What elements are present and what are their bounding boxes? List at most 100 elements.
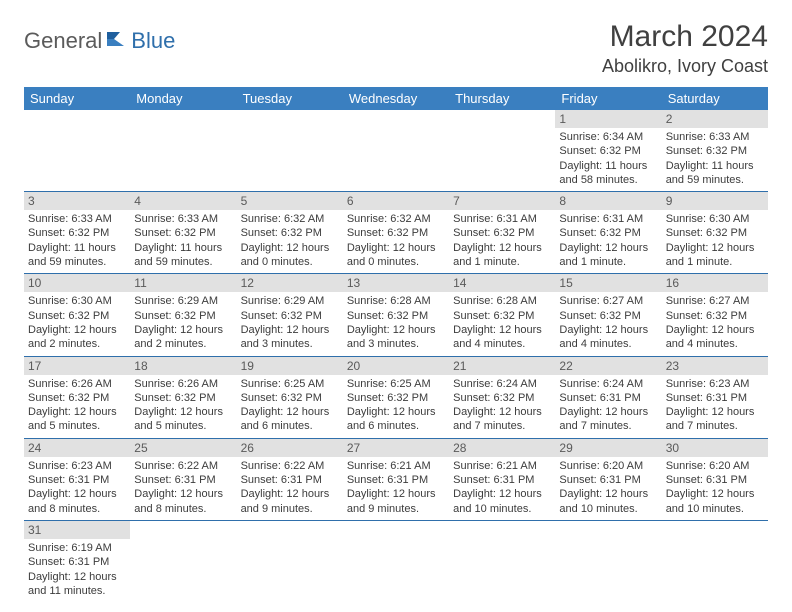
day-cell: 23Sunrise: 6:23 AMSunset: 6:31 PMDayligh… — [662, 356, 768, 438]
sunrise: Sunrise: 6:28 AM — [347, 294, 445, 308]
sunset: Sunset: 6:32 PM — [347, 391, 445, 405]
logo-text-general: General — [24, 28, 102, 54]
sunset: Sunset: 6:32 PM — [453, 226, 551, 240]
day-body: Sunrise: 6:29 AMSunset: 6:32 PMDaylight:… — [237, 292, 343, 355]
sunrise: Sunrise: 6:31 AM — [453, 212, 551, 226]
daylight: Daylight: 11 hours and 59 minutes. — [666, 159, 764, 188]
sunrise: Sunrise: 6:33 AM — [666, 130, 764, 144]
day-cell: 16Sunrise: 6:27 AMSunset: 6:32 PMDayligh… — [662, 274, 768, 356]
day-number: 8 — [555, 192, 661, 210]
day-cell: 6Sunrise: 6:32 AMSunset: 6:32 PMDaylight… — [343, 192, 449, 274]
sunrise: Sunrise: 6:21 AM — [453, 459, 551, 473]
day-body: Sunrise: 6:29 AMSunset: 6:32 PMDaylight:… — [130, 292, 236, 355]
day-cell: 4Sunrise: 6:33 AMSunset: 6:32 PMDaylight… — [130, 192, 236, 274]
day-number: 17 — [24, 357, 130, 375]
daylight: Daylight: 11 hours and 59 minutes. — [134, 241, 232, 270]
day-body: Sunrise: 6:30 AMSunset: 6:32 PMDaylight:… — [24, 292, 130, 355]
day-number: 13 — [343, 274, 449, 292]
day-number: 3 — [24, 192, 130, 210]
day-number: 12 — [237, 274, 343, 292]
daylight: Daylight: 12 hours and 1 minute. — [559, 241, 657, 270]
daylight: Daylight: 12 hours and 11 minutes. — [28, 570, 126, 599]
day-body: Sunrise: 6:31 AMSunset: 6:32 PMDaylight:… — [555, 210, 661, 273]
calendar-body: 1Sunrise: 6:34 AMSunset: 6:32 PMDaylight… — [24, 110, 768, 602]
sunrise: Sunrise: 6:31 AM — [559, 212, 657, 226]
day-number: 24 — [24, 439, 130, 457]
sunset: Sunset: 6:32 PM — [559, 309, 657, 323]
day-cell: 31Sunrise: 6:19 AMSunset: 6:31 PMDayligh… — [24, 520, 130, 602]
day-cell — [130, 110, 236, 192]
day-cell: 11Sunrise: 6:29 AMSunset: 6:32 PMDayligh… — [130, 274, 236, 356]
day-cell: 5Sunrise: 6:32 AMSunset: 6:32 PMDaylight… — [237, 192, 343, 274]
day-cell: 25Sunrise: 6:22 AMSunset: 6:31 PMDayligh… — [130, 438, 236, 520]
sunrise: Sunrise: 6:20 AM — [666, 459, 764, 473]
day-number: 16 — [662, 274, 768, 292]
daylight: Daylight: 12 hours and 6 minutes. — [347, 405, 445, 434]
daylight: Daylight: 12 hours and 0 minutes. — [347, 241, 445, 270]
sunset: Sunset: 6:32 PM — [134, 309, 232, 323]
sunset: Sunset: 6:32 PM — [134, 391, 232, 405]
sunset: Sunset: 6:32 PM — [347, 309, 445, 323]
sunrise: Sunrise: 6:30 AM — [666, 212, 764, 226]
day-number: 4 — [130, 192, 236, 210]
sunset: Sunset: 6:32 PM — [134, 226, 232, 240]
weekday-header: Monday — [130, 87, 236, 110]
flag-icon — [106, 30, 128, 53]
sunset: Sunset: 6:32 PM — [347, 226, 445, 240]
sunrise: Sunrise: 6:24 AM — [559, 377, 657, 391]
sunrise: Sunrise: 6:23 AM — [666, 377, 764, 391]
day-cell: 15Sunrise: 6:27 AMSunset: 6:32 PMDayligh… — [555, 274, 661, 356]
daylight: Daylight: 11 hours and 59 minutes. — [28, 241, 126, 270]
day-cell — [555, 520, 661, 602]
weekday-header: Saturday — [662, 87, 768, 110]
day-number: 22 — [555, 357, 661, 375]
sunrise: Sunrise: 6:22 AM — [241, 459, 339, 473]
sunset: Sunset: 6:31 PM — [559, 391, 657, 405]
day-cell: 1Sunrise: 6:34 AMSunset: 6:32 PMDaylight… — [555, 110, 661, 192]
day-cell: 26Sunrise: 6:22 AMSunset: 6:31 PMDayligh… — [237, 438, 343, 520]
day-body: Sunrise: 6:28 AMSunset: 6:32 PMDaylight:… — [449, 292, 555, 355]
day-body: Sunrise: 6:25 AMSunset: 6:32 PMDaylight:… — [343, 375, 449, 438]
day-body: Sunrise: 6:26 AMSunset: 6:32 PMDaylight:… — [24, 375, 130, 438]
day-number: 23 — [662, 357, 768, 375]
sunset: Sunset: 6:31 PM — [28, 473, 126, 487]
day-number: 18 — [130, 357, 236, 375]
day-body: Sunrise: 6:26 AMSunset: 6:32 PMDaylight:… — [130, 375, 236, 438]
day-cell: 17Sunrise: 6:26 AMSunset: 6:32 PMDayligh… — [24, 356, 130, 438]
sunrise: Sunrise: 6:29 AM — [241, 294, 339, 308]
sunset: Sunset: 6:32 PM — [559, 144, 657, 158]
sunrise: Sunrise: 6:27 AM — [666, 294, 764, 308]
sunrise: Sunrise: 6:20 AM — [559, 459, 657, 473]
day-cell: 3Sunrise: 6:33 AMSunset: 6:32 PMDaylight… — [24, 192, 130, 274]
daylight: Daylight: 12 hours and 7 minutes. — [559, 405, 657, 434]
day-body: Sunrise: 6:20 AMSunset: 6:31 PMDaylight:… — [662, 457, 768, 520]
daylight: Daylight: 12 hours and 0 minutes. — [241, 241, 339, 270]
sunset: Sunset: 6:32 PM — [241, 391, 339, 405]
day-number: 19 — [237, 357, 343, 375]
daylight: Daylight: 12 hours and 5 minutes. — [28, 405, 126, 434]
day-body: Sunrise: 6:32 AMSunset: 6:32 PMDaylight:… — [343, 210, 449, 273]
day-body: Sunrise: 6:33 AMSunset: 6:32 PMDaylight:… — [24, 210, 130, 273]
day-number: 28 — [449, 439, 555, 457]
day-body: Sunrise: 6:27 AMSunset: 6:32 PMDaylight:… — [555, 292, 661, 355]
day-cell — [130, 520, 236, 602]
logo: General Blue — [24, 28, 175, 54]
day-body: Sunrise: 6:23 AMSunset: 6:31 PMDaylight:… — [24, 457, 130, 520]
day-body: Sunrise: 6:20 AMSunset: 6:31 PMDaylight:… — [555, 457, 661, 520]
daylight: Daylight: 12 hours and 2 minutes. — [28, 323, 126, 352]
day-cell: 24Sunrise: 6:23 AMSunset: 6:31 PMDayligh… — [24, 438, 130, 520]
day-number: 30 — [662, 439, 768, 457]
sunset: Sunset: 6:32 PM — [241, 226, 339, 240]
weekday-header: Sunday — [24, 87, 130, 110]
day-number: 7 — [449, 192, 555, 210]
daylight: Daylight: 12 hours and 1 minute. — [453, 241, 551, 270]
day-cell — [237, 520, 343, 602]
day-cell: 28Sunrise: 6:21 AMSunset: 6:31 PMDayligh… — [449, 438, 555, 520]
day-cell: 12Sunrise: 6:29 AMSunset: 6:32 PMDayligh… — [237, 274, 343, 356]
daylight: Daylight: 12 hours and 1 minute. — [666, 241, 764, 270]
day-cell — [343, 520, 449, 602]
day-number: 1 — [555, 110, 661, 128]
weekday-header: Friday — [555, 87, 661, 110]
sunrise: Sunrise: 6:33 AM — [28, 212, 126, 226]
location: Abolikro, Ivory Coast — [602, 56, 768, 77]
